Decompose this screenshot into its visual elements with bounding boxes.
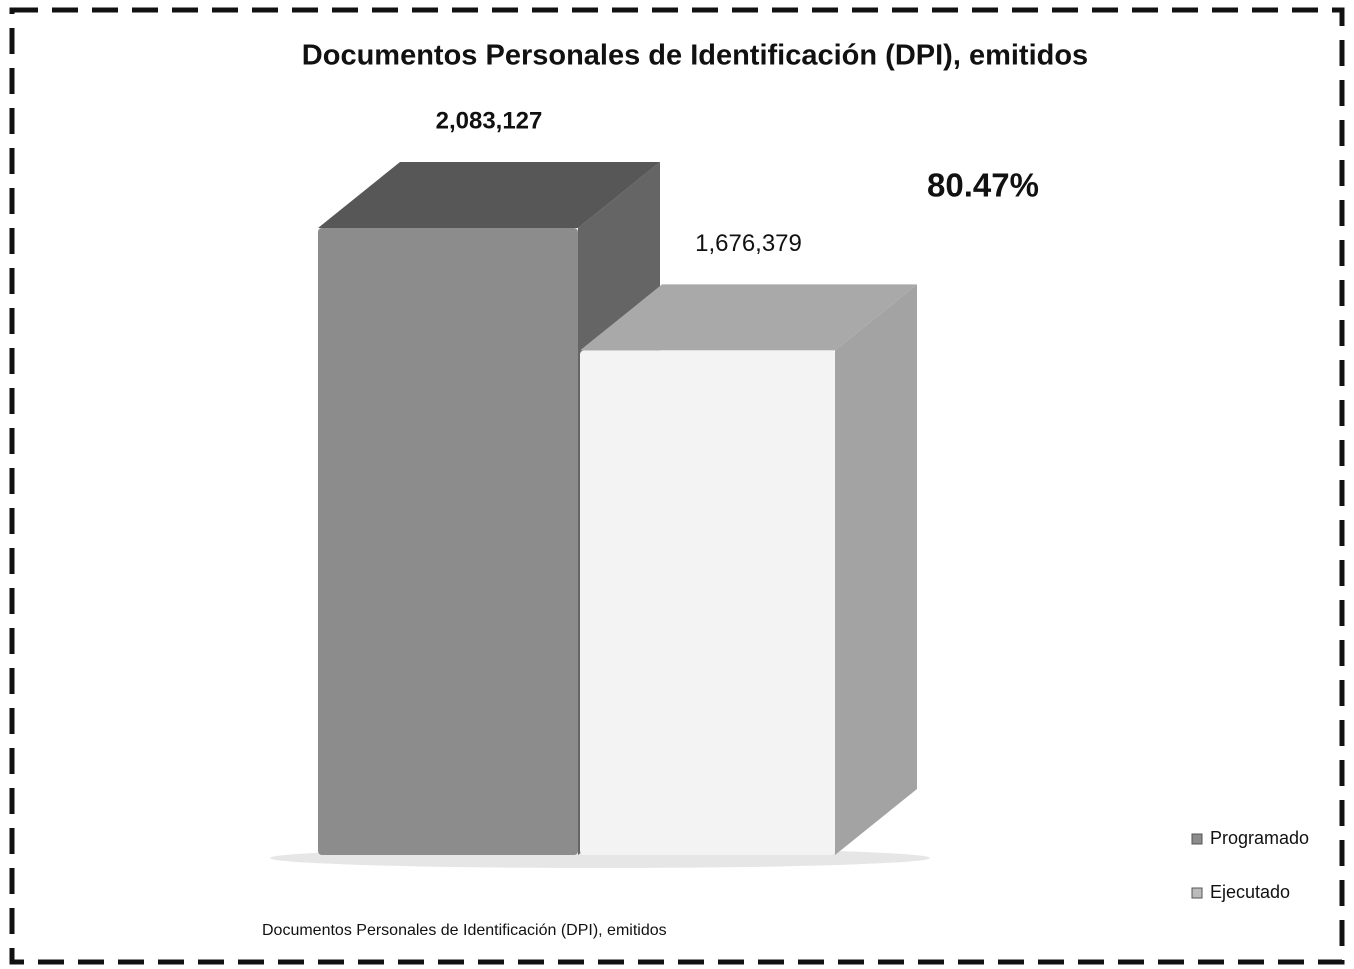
annotation: 80.47% — [927, 167, 1039, 204]
bar-side — [835, 284, 917, 855]
chart-title: Documentos Personales de Identificación … — [302, 40, 1088, 72]
value-label: 1,676,379 — [695, 230, 802, 257]
bar-top — [318, 162, 660, 228]
legend-swatch — [1191, 833, 1203, 845]
bar-top — [580, 284, 917, 351]
legend-label: Programado — [1210, 828, 1309, 848]
legend-swatch — [1191, 887, 1203, 899]
bar — [318, 228, 578, 855]
dashed-frame — [9, 7, 1345, 965]
bar — [580, 350, 835, 855]
category-label: Documentos Personales de Identificación … — [262, 922, 667, 939]
value-label: 2,083,127 — [436, 107, 543, 134]
legend-label: Ejecutado — [1210, 882, 1290, 902]
